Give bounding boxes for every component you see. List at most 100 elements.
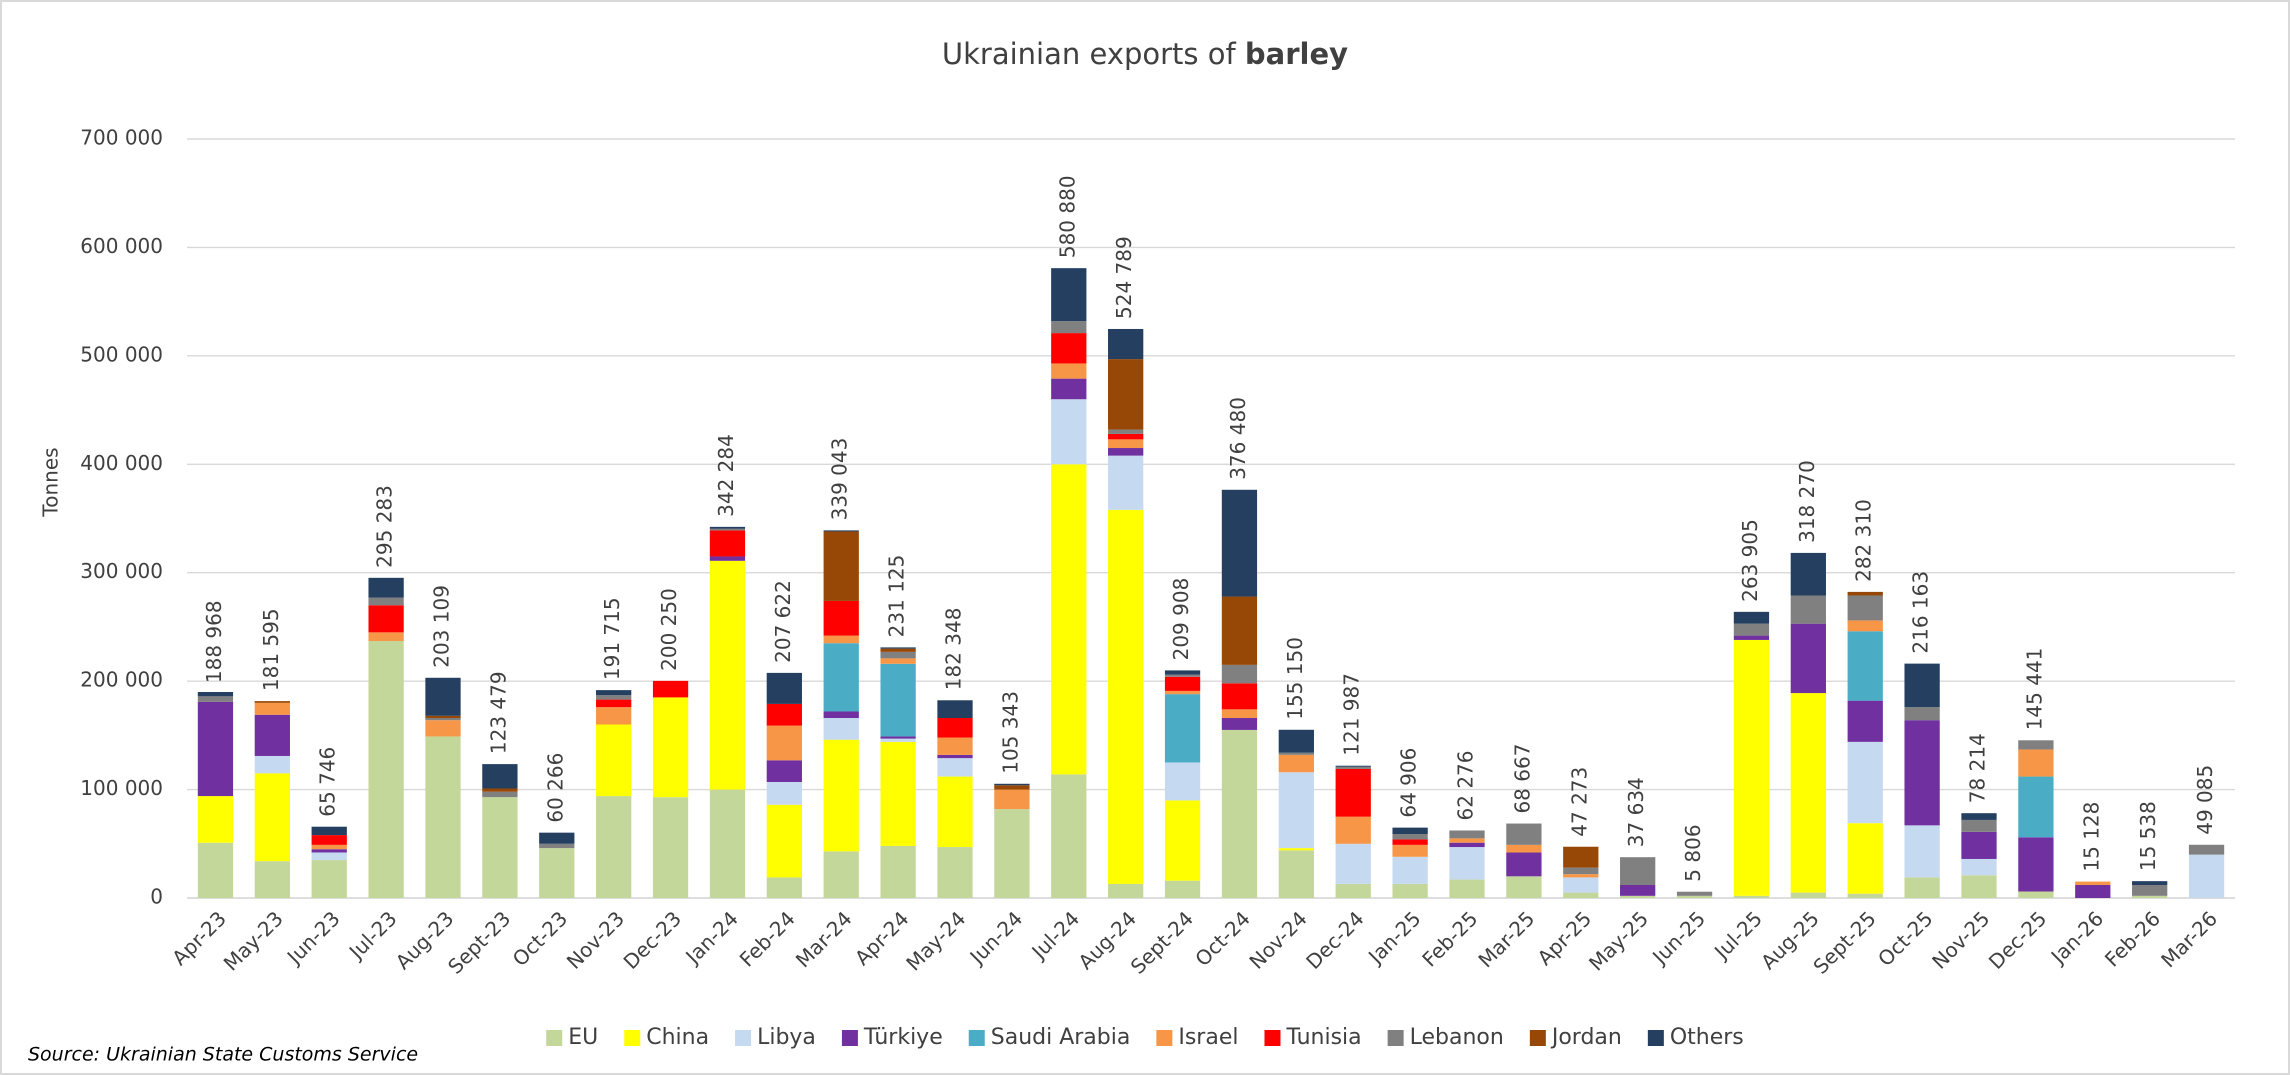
bar-segment (937, 754, 973, 759)
bar-segment (1904, 707, 1940, 721)
bar-segment (652, 697, 689, 798)
bar-segment (1108, 433, 1144, 440)
bar-segment (1676, 891, 1713, 896)
bar-segment (254, 773, 290, 862)
bar-segment (1847, 700, 1883, 742)
bar-segment (709, 526, 746, 529)
bar-segment (1108, 883, 1144, 898)
bar-segment (709, 528, 746, 531)
bar-segment (1335, 843, 1371, 884)
bar-segment (709, 560, 746, 790)
bar-segment (1449, 847, 1485, 880)
bar-segment (1051, 378, 1087, 400)
bar-segment (1108, 455, 1144, 510)
bar-segment (1563, 867, 1599, 875)
bar-segment (652, 797, 689, 898)
bar-segment (596, 724, 632, 797)
bar-segment (596, 699, 632, 708)
y-tick-label: 400 000 (80, 451, 163, 475)
bar-segment (1506, 852, 1542, 877)
bar-segment (2018, 740, 2054, 750)
legend-swatch (546, 1030, 563, 1046)
bar-segment (311, 849, 347, 853)
bar-segment (311, 844, 347, 850)
bar-segment (1051, 464, 1087, 775)
bar-segment (880, 647, 916, 649)
bar-segment (1164, 676, 1201, 691)
total-label: 155 150 (1283, 637, 1307, 720)
legend-label: Others (1670, 1025, 1744, 1050)
bar-segment (368, 632, 404, 642)
bar-segment (1847, 631, 1883, 701)
bar-segment (1847, 595, 1883, 621)
total-label: 15 538 (2136, 801, 2160, 871)
total-label: 216 163 (1909, 571, 1933, 654)
legend-label: Israel (1178, 1025, 1238, 1050)
bar-segment (1449, 838, 1485, 843)
title-text: Ukrainian exports of (942, 37, 1237, 71)
y-tick-label: 700 000 (80, 126, 163, 150)
bar-segment (1164, 674, 1201, 677)
bar-segment (937, 758, 973, 777)
total-label: 207 622 (771, 580, 795, 663)
total-label: 263 905 (1738, 519, 1762, 602)
bar-segment (1790, 595, 1826, 624)
bar-segment (197, 701, 234, 797)
bar-segment (425, 715, 461, 719)
bar-segment (425, 677, 461, 716)
bar-segment (2075, 881, 2111, 885)
bar-segment (1278, 729, 1314, 753)
bar-segment (482, 764, 518, 789)
total-label: 37 634 (1624, 777, 1648, 847)
bar-segment (823, 711, 859, 719)
bar-segment (1904, 877, 1940, 898)
legend-swatch (1264, 1030, 1281, 1046)
bar-segment (1221, 709, 1258, 719)
bar-segment (766, 804, 802, 878)
total-label: 123 479 (486, 671, 510, 754)
bar-segment (1904, 825, 1940, 878)
bar-segment (1790, 623, 1826, 694)
legend-label: Lebanon (1410, 1025, 1504, 1050)
bar-segment (1961, 831, 1997, 859)
bar-segment (823, 851, 859, 898)
total-label: 580 880 (1055, 175, 1079, 258)
total-label: 62 276 (1454, 750, 1478, 820)
bar-segment (1563, 877, 1599, 893)
total-label: 105 343 (998, 691, 1022, 774)
bar-segment (1392, 827, 1428, 835)
bar-segment (823, 643, 859, 712)
legend-label: Türkiye (863, 1025, 943, 1050)
bar-segment (1733, 611, 1770, 624)
bar-segment (1164, 880, 1201, 898)
bar-segment (1392, 839, 1428, 845)
legend-label: China (646, 1025, 709, 1050)
bar-segment (1108, 509, 1144, 884)
bar-segment (1790, 693, 1826, 893)
bar-segment (2018, 891, 2054, 898)
total-label: 47 273 (1567, 767, 1591, 837)
total-label: 342 284 (714, 434, 738, 517)
bar-segment (1335, 816, 1371, 844)
bar-segment (1051, 363, 1087, 379)
bar-segment (1221, 718, 1258, 730)
bar-segment (766, 781, 802, 805)
bar-segment (937, 847, 973, 898)
legend-swatch (624, 1030, 641, 1046)
bar-segment (1904, 663, 1940, 708)
bar-segment (1961, 875, 1997, 898)
bar-segment (425, 718, 461, 721)
total-label: 145 441 (2022, 648, 2046, 731)
legend-label: EU (568, 1025, 598, 1050)
bar-segment (880, 663, 916, 737)
bar-segment (368, 641, 404, 898)
bar-segment (1108, 448, 1144, 456)
total-label: 295 283 (373, 485, 397, 568)
legend-label: Saudi Arabia (991, 1025, 1131, 1050)
bar-segment (1847, 823, 1883, 894)
bar-segment (368, 577, 404, 598)
bar-segment (1278, 754, 1314, 773)
bar-segment (1221, 596, 1258, 665)
bar-segment (823, 718, 859, 740)
